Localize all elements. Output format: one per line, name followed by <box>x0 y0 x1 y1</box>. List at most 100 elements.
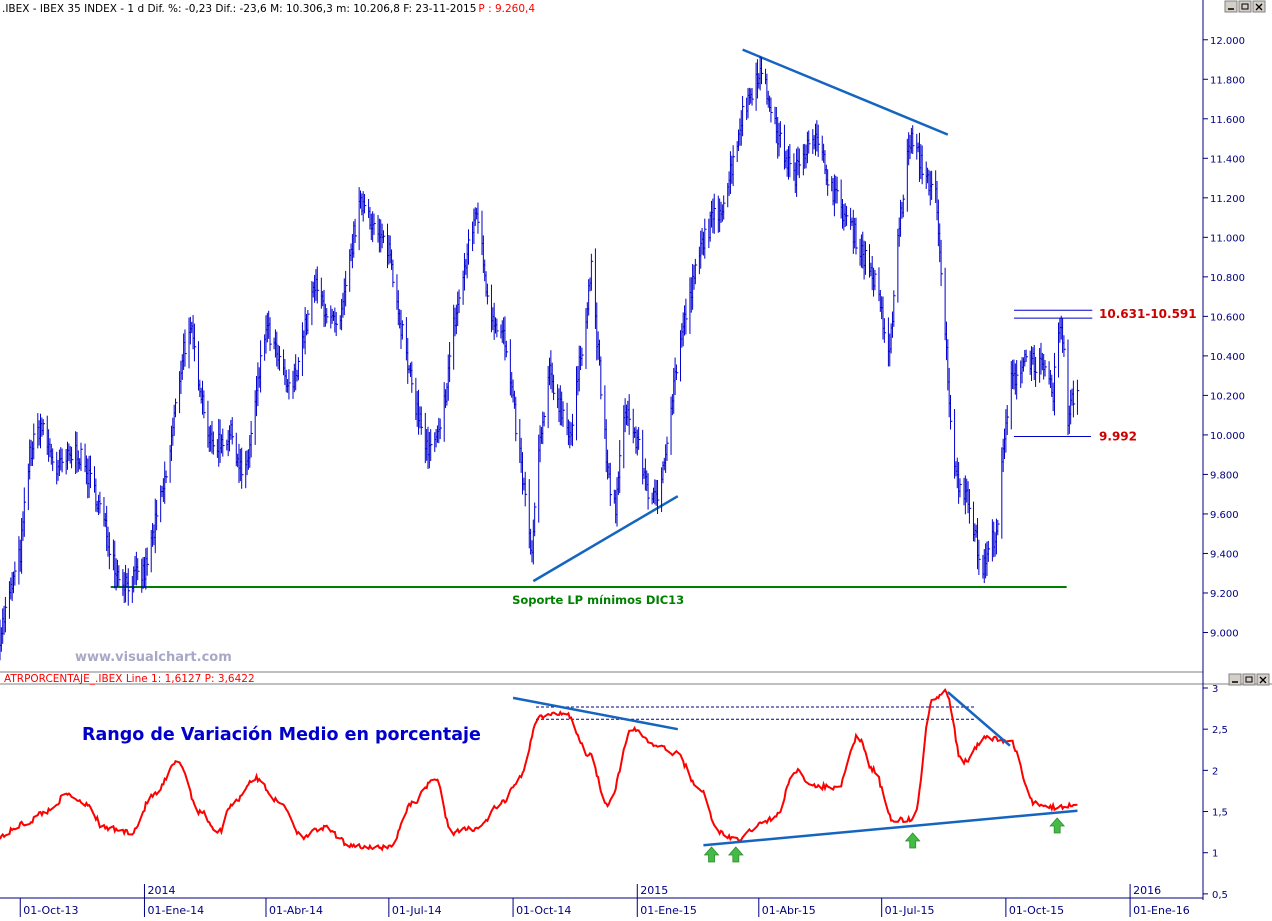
x-tick-label: 01-Jul-15 <box>885 904 935 917</box>
price-bar <box>127 568 131 606</box>
price-bar <box>1044 360 1047 377</box>
price-bar <box>846 205 849 226</box>
price-bar <box>505 340 509 358</box>
price-bar <box>940 239 943 287</box>
long-term-support-label: Soporte LP mínimos DIC13 <box>512 593 684 607</box>
price-bar <box>524 471 528 507</box>
price-bar <box>619 439 622 493</box>
price-y-tick-label: 11.800 <box>1210 75 1245 86</box>
price-bar <box>496 318 499 338</box>
price-bar <box>203 390 206 419</box>
year-label: 2016 <box>1133 884 1161 897</box>
price-bar <box>921 145 924 185</box>
atr-close-button[interactable] <box>1256 673 1270 686</box>
price-y-tick-label: 10.200 <box>1210 391 1245 402</box>
price-bar <box>1053 352 1057 416</box>
atr-minimize-button[interactable] <box>1228 673 1242 686</box>
price-bar <box>704 218 707 259</box>
price-header-last: P : 9.260,4 <box>478 3 535 15</box>
price-bar <box>430 429 433 461</box>
price-y-tick-label: 9.800 <box>1210 470 1239 481</box>
atr-line <box>0 687 1078 852</box>
price-close-button[interactable] <box>1252 0 1266 13</box>
price-bar <box>742 96 745 137</box>
price-bar <box>23 487 27 537</box>
price-bar <box>212 431 216 455</box>
price-bar <box>751 88 754 106</box>
price-uptrend-line <box>532 495 679 583</box>
price-bar <box>950 394 953 430</box>
up-arrow-icon <box>703 846 720 863</box>
price-bar <box>628 394 631 435</box>
price-bar <box>193 323 197 362</box>
price-minimize-button[interactable] <box>1224 0 1238 13</box>
atr-y-tick-label: 3 <box>1212 684 1218 695</box>
price-bar <box>137 558 140 581</box>
atr-y-tick-label: 1 <box>1212 849 1218 860</box>
atr-trendline <box>703 809 1078 847</box>
price-y-tick-label: 11.600 <box>1210 115 1245 126</box>
price-bar <box>808 130 811 154</box>
price-bar <box>798 148 802 179</box>
price-bar <box>439 418 442 440</box>
resistance-label: 10.631-10.591 <box>1099 307 1197 321</box>
up-arrow-icon <box>904 832 921 849</box>
price-bar <box>269 317 272 351</box>
price-window-buttons <box>1224 0 1266 13</box>
price-y-tick-label: 9.600 <box>1210 510 1239 521</box>
price-bar <box>1072 380 1076 418</box>
price-y-tick-label: 9.000 <box>1210 628 1239 639</box>
atr-window-buttons <box>1228 673 1270 686</box>
price-bar <box>590 253 594 291</box>
price-bar <box>817 124 821 157</box>
price-bar <box>666 436 669 461</box>
price-bar <box>175 398 178 418</box>
price-bar <box>382 230 386 244</box>
price-bar <box>912 125 915 154</box>
price-bar <box>250 420 253 458</box>
atr-arrows <box>703 817 1066 863</box>
price-bar <box>33 423 36 460</box>
price-bar <box>420 406 424 435</box>
atr-restore-button[interactable] <box>1242 673 1256 686</box>
price-y-tick-label: 10.400 <box>1210 352 1245 363</box>
price-bar <box>959 478 962 498</box>
x-tick-label: 01-Ene-14 <box>147 904 204 917</box>
close-icon <box>1255 3 1263 11</box>
price-bar <box>156 500 159 531</box>
price-bar <box>278 345 282 371</box>
price-bar <box>713 193 717 234</box>
price-bar <box>543 412 546 427</box>
price-bar <box>42 419 46 436</box>
price-bar <box>1006 405 1010 436</box>
price-bar <box>638 427 641 450</box>
price-bar <box>1016 360 1019 400</box>
price-bar <box>883 318 887 343</box>
price-bar <box>694 258 698 285</box>
x-tick-label: 01-Oct-15 <box>1009 904 1064 917</box>
price-y-tick-label: 10.000 <box>1210 431 1245 442</box>
atr-y-tick-label: 2 <box>1212 766 1218 777</box>
price-bar <box>411 361 414 393</box>
price-header-info: .IBEX - IBEX 35 INDEX - 1 d Dif. %: -0,2… <box>2 3 476 15</box>
atr-annotation: Rango de Variación Medio en porcentaje <box>82 725 481 745</box>
price-bar <box>335 311 338 337</box>
price-restore-button[interactable] <box>1238 0 1252 13</box>
price-bar <box>647 473 650 510</box>
price-y-tick-label: 9.400 <box>1210 549 1239 560</box>
x-tick-label: 01-Abr-15 <box>762 904 816 917</box>
price-bar <box>562 401 565 427</box>
price-bar <box>571 413 575 447</box>
price-bar <box>89 455 93 489</box>
price-bar <box>118 565 121 587</box>
price-bar <box>392 259 395 288</box>
x-tick-label: 01-Abr-14 <box>269 904 323 917</box>
price-bar <box>307 310 310 335</box>
price-bar <box>855 217 858 255</box>
year-label: 2015 <box>640 884 668 897</box>
price-bar <box>1025 349 1028 362</box>
price-bar <box>61 448 64 473</box>
